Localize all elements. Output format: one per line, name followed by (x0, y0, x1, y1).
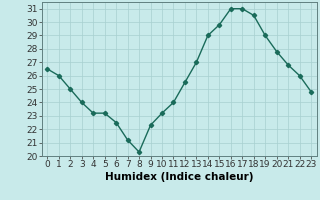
X-axis label: Humidex (Indice chaleur): Humidex (Indice chaleur) (105, 172, 253, 182)
